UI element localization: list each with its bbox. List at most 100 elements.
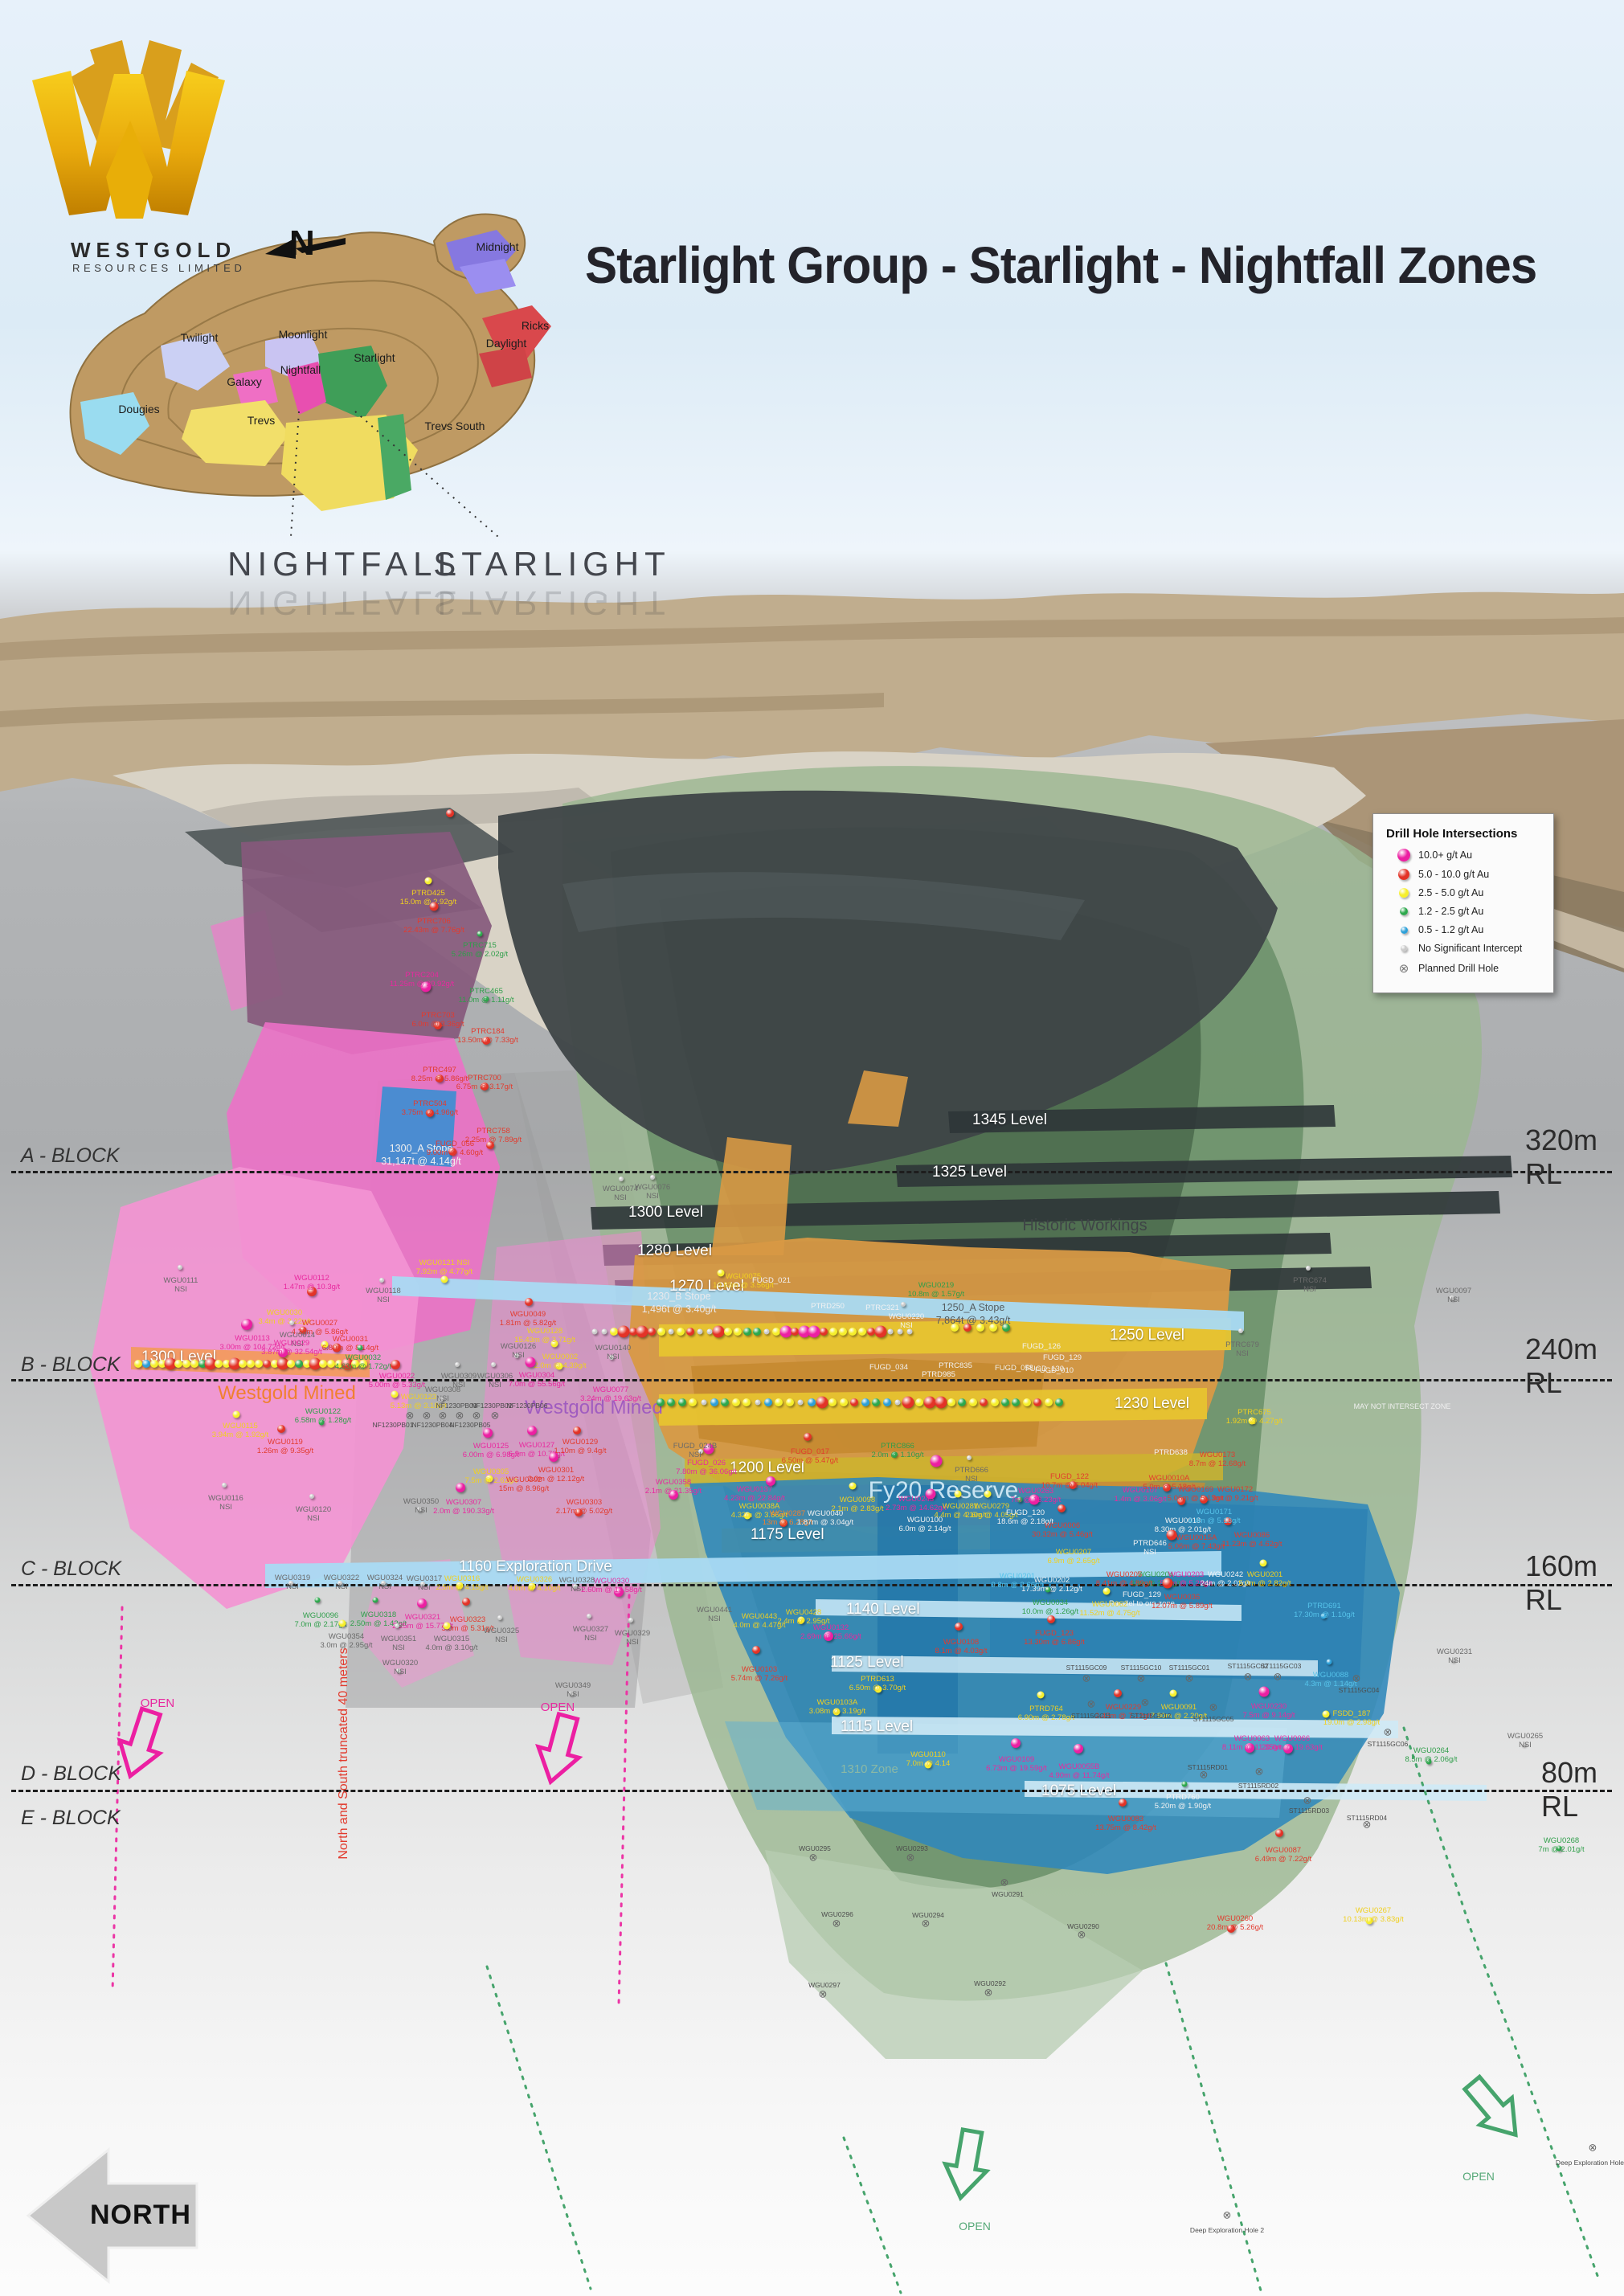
intercept-row-ball [947,1398,955,1406]
intercept-row-ball [775,1398,783,1406]
drill-hole-annotation: WGU0036 12.07m @ 5.89g/t [1152,1593,1213,1611]
planned-drill-hole-icon: ⊗ [1273,1670,1282,1683]
legend-item-label: 0.5 - 1.2 g/t Au [1418,924,1484,935]
drill-hole-annotation: WGU0062 11.52m @ 4.75g/t [1079,1600,1140,1619]
intercept-row-ball [828,1328,837,1336]
legend-item: 1.2 - 2.5 g/t Au [1389,906,1553,917]
drill-hole-ball [609,1355,614,1360]
drill-hole-ball [436,1074,444,1083]
drill-hole-annotation: WGU0265 NSI [1507,1732,1544,1750]
drill-hole-ball [1227,1925,1235,1933]
planned-drill-hole-icon: ⊗ [906,1851,915,1864]
intercept-row-ball [923,1396,936,1409]
drill-hole-ball [1322,1710,1330,1718]
legend-item-label: 2.5 - 5.0 g/t Au [1418,887,1484,898]
drill-hole-annotation: WGU0029 3.87m @ 32.54g/t [261,1339,322,1357]
planned-drill-hole-icon: ⊗ [1086,1697,1096,1710]
drill-hole-annotation: WGU0030 3.4m @ 3.22g/t [258,1308,311,1327]
level-label: 1300 Level [628,1204,703,1221]
drill-hole-ball [307,1287,317,1296]
intercept-row-ball [710,1398,719,1406]
intercept-row-ball [1000,1398,1009,1406]
drill-hole-annotation: PTRC321 [865,1304,899,1312]
planned-drill-hole-icon: ⊗ [984,1986,993,1999]
drill-hole-ball [379,1278,384,1283]
drill-hole-annotation: WGU0034 10.0m @ 1.26g/t [1021,1598,1079,1617]
section-note: North and South truncated 40 meters [337,1647,350,1860]
drill-hole-annotation: WGU0129 1.10m @ 9.4g/t [554,1438,607,1456]
drill-hole-annotation: WGU0287 13m @ 6.28g/t [762,1509,813,1528]
drill-hole-annotation: WGU0074 NSI [602,1185,639,1203]
drill-hole-annotation: PTRC700 6.75m @ 3.17g/t [456,1074,513,1092]
planned-drill-hole-icon: ⊗ [472,1409,481,1422]
planned-drill-hole-icon: ⊗ [1352,1672,1361,1684]
level-label: 1125 Level [830,1654,904,1671]
planned-drill-hole-icon: ⊗ [808,1851,818,1864]
section-note: Fy20 Reserve [868,1477,1019,1504]
drill-hole-annotation: WGU0264 8.5m @ 2.06g/t [1405,1746,1458,1765]
section-note: OPEN [540,1701,575,1714]
drill-hole-ball [1074,1744,1083,1754]
drill-hole-ball [549,1452,558,1462]
planned-drill-hole-icon: ⊗ [1184,1672,1194,1684]
drill-hole-annotation: WGU0086 11.23m @ 4.62g/t [1221,1531,1282,1549]
drill-hole-ball [1248,1417,1256,1425]
drill-hole-ball [222,1483,227,1488]
intercept-row-ball [134,1360,142,1368]
minimap-zone-label: Nightfall [280,363,321,376]
level-label: 1160 Exploration Drive [459,1558,612,1575]
drill-hole-annotation: PTRC703 6.0m @ 3.36g/t [411,1011,464,1029]
planned-drill-hole-icon: ⊗ [1082,1672,1091,1684]
drill-hole-ball [779,1519,787,1527]
intercept-ball [332,1343,342,1353]
planned-drill-hole-label: WGU0297 [808,1981,841,1989]
drill-hole-ball [1426,1758,1432,1765]
drill-hole-annotation: WGU0428 2.4m @ 2.95g/t [777,1608,830,1627]
drill-hole-annotation: PTRC204 11.25m @ 20.92g/t [389,971,455,989]
drill-hole-annotation: WGU0125 6.00m @ 6.98g/t [462,1442,520,1460]
rl-label: 240m RL [1524,1332,1597,1399]
intercept-row-ball [174,1360,182,1368]
intercept-row-ball [309,1357,321,1370]
planned-drill-hole-label: ST1115GC11 [1070,1712,1112,1720]
drill-hole-ball [901,1302,906,1307]
intercept-row-ball [820,1328,828,1336]
intercept-row-ball [685,1328,694,1336]
drill-hole-annotation: WGU0075 10.83m @ 3.56g/t [713,1272,774,1291]
drill-hole-ball [1029,1494,1040,1505]
planned-drill-hole-icon: ⊗ [1254,1765,1264,1778]
drill-hole-annotation: PTRC706 22.43m @ 7.76g/t [403,917,464,935]
drill-hole-annotation: WGU0087 6.49m @ 7.22g/t [1254,1846,1312,1864]
drill-hole-annotation: WGU0231 NSI [1436,1647,1473,1666]
drill-hole-annotation: PTRD646 NSI [1133,1539,1167,1557]
drill-hole-ball [337,1581,342,1586]
intercept-row-ball [636,1325,648,1338]
drill-hole-annotation: PTRD613 6.50m @ 3.70g/t [849,1675,906,1693]
drill-hole-annotation: WGU0049 1.81m @ 5.82g/t [499,1310,557,1328]
drill-hole-ball [497,1615,502,1620]
drill-hole-ball [491,1362,496,1367]
planned-drill-hole-icon: ⊗ [438,1409,448,1422]
drill-hole-ball [1047,1615,1055,1623]
drill-hole-ball [527,1426,537,1435]
block-label: C - BLOCK [21,1557,122,1580]
intercept-row-ball [724,1328,733,1336]
drill-hole-annotation: WGU0120 NSI [295,1505,332,1524]
intercept-row-ball [591,1328,598,1335]
intercept-row-ball [701,1399,707,1406]
drill-hole-ball [967,1455,972,1460]
intercept-row-ball [989,1324,997,1332]
intercept-ball [446,809,454,817]
intercept-row-ball [667,1398,676,1406]
drill-hole-annotation: WGU0220 NSI [888,1312,925,1331]
drill-hole-ball [1259,1559,1267,1567]
drill-hole-annotation: WGU0243 2.73m @ 14.62g/t [886,1495,947,1513]
drill-hole-ball [1200,1496,1208,1504]
level-label: 1250 Level [1110,1327,1184,1344]
drill-hole-ball [357,1344,363,1351]
intercept-row-ball [628,1328,637,1336]
drill-hole-annotation: WGU0015A 5.06m @ 7.43g/t [1168,1533,1225,1552]
intercept-row-ball [850,1398,859,1406]
drill-hole-annotation: WGU0172 9m @ 9.21g/t [1212,1485,1258,1504]
